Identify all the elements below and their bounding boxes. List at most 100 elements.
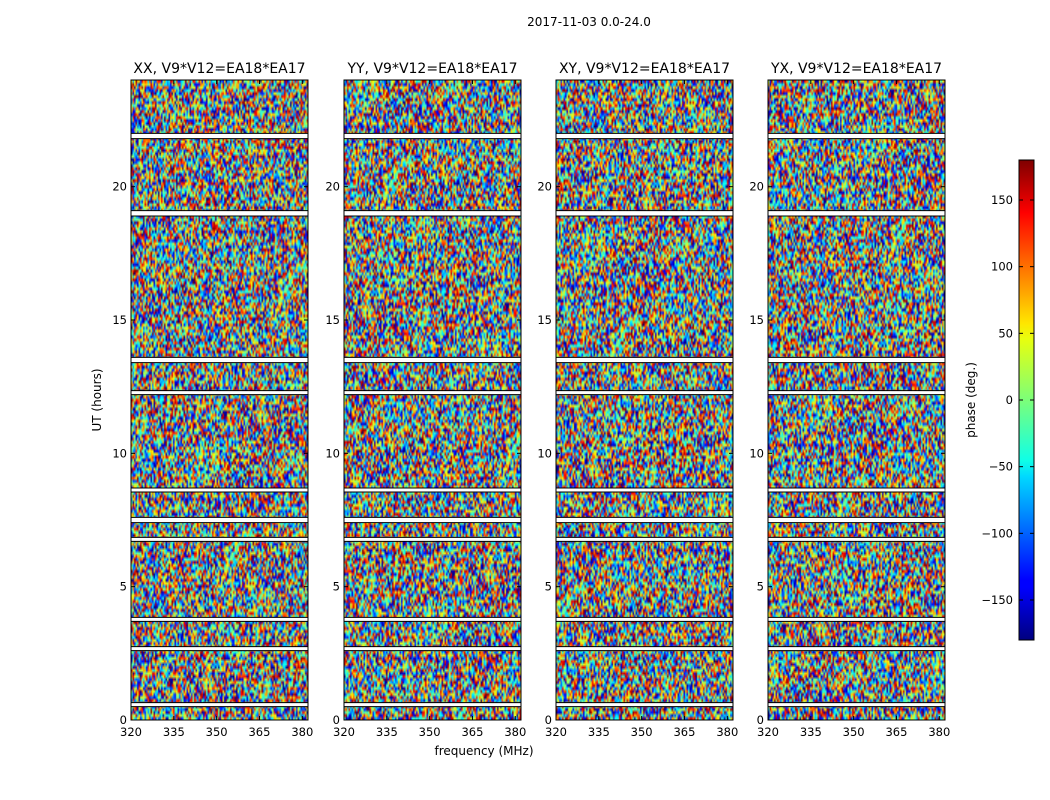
flagged-band bbox=[131, 390, 308, 395]
x-tick-label: 350 bbox=[631, 725, 653, 739]
flagged-band bbox=[556, 390, 733, 395]
flagged-band bbox=[344, 517, 521, 523]
panel-2: YY, V9*V12=EA18*EA17 320 335 350 365 380 0 5 10 1… bbox=[325, 61, 526, 739]
panel-2-title: YY, V9*V12=EA18*EA17 bbox=[346, 61, 517, 77]
flagged-band bbox=[131, 357, 308, 363]
flagged-band bbox=[131, 210, 308, 216]
flagged-band bbox=[768, 488, 945, 492]
x-tick-label: 320 bbox=[757, 725, 779, 739]
x-tick-label: 380 bbox=[291, 725, 313, 739]
panel-3-frame bbox=[555, 79, 734, 721]
flagged-band bbox=[344, 357, 521, 363]
y-tick-label: 0 bbox=[757, 713, 764, 727]
colorbar-tick-label: 0 bbox=[1006, 393, 1013, 407]
panel-1: XX, V9*V12=EA18*EA17 320 335 350 365 380 0 5 10 1… bbox=[112, 61, 313, 739]
x-tick-label: 365 bbox=[248, 725, 270, 739]
flagged-band bbox=[768, 210, 945, 216]
x-tick-label: 320 bbox=[333, 725, 355, 739]
flagged-band bbox=[131, 537, 308, 542]
panel-4-frame bbox=[767, 79, 946, 721]
y-tick-label: 20 bbox=[325, 180, 340, 194]
flagged-band bbox=[556, 357, 733, 363]
panel-1-heatmap bbox=[131, 80, 308, 720]
x-tick-label: 380 bbox=[928, 725, 950, 739]
panel-3-title: XY, V9*V12=EA18*EA17 bbox=[559, 61, 730, 77]
y-tick-label: 0 bbox=[333, 713, 340, 727]
y-tick-label: 10 bbox=[537, 446, 552, 460]
flagged-band bbox=[131, 517, 308, 523]
flagged-band bbox=[768, 702, 945, 707]
y-tick-label: 15 bbox=[749, 313, 764, 327]
y-tick-label: 15 bbox=[112, 313, 127, 327]
flagged-band bbox=[344, 488, 521, 492]
x-tick-label: 320 bbox=[545, 725, 567, 739]
flagged-band bbox=[768, 537, 945, 542]
colorbar-ticks: −150 −100 −50 0 50 100 150 bbox=[981, 193, 1034, 607]
y-tick-label: 20 bbox=[112, 180, 127, 194]
y-tick-label: 20 bbox=[537, 180, 552, 194]
panel-3: XY, V9*V12=EA18*EA17 320 335 350 365 380 0 5 10 1… bbox=[537, 61, 738, 739]
x-tick-label: 365 bbox=[885, 725, 907, 739]
x-tick-label: 365 bbox=[673, 725, 695, 739]
x-tick-label: 335 bbox=[800, 725, 822, 739]
panel-1-title: XX, V9*V12=EA18*EA17 bbox=[133, 61, 305, 77]
colorbar: −150 −100 −50 0 50 100 150 phase (deg.) bbox=[964, 159, 1035, 641]
y-tick-label: 10 bbox=[112, 446, 127, 460]
panel-1-frame bbox=[130, 79, 309, 721]
panel-4: YX, V9*V12=EA18*EA17 320 335 350 365 380 0 5 10 1… bbox=[749, 61, 950, 739]
flagged-band bbox=[344, 210, 521, 216]
flagged-band bbox=[768, 617, 945, 622]
figure-suptitle: 2017-11-03 0.0-24.0 bbox=[527, 15, 651, 29]
flagged-band bbox=[344, 617, 521, 622]
panel-4-title: YX, V9*V12=EA18*EA17 bbox=[770, 61, 942, 77]
x-tick-label: 320 bbox=[120, 725, 142, 739]
flagged-band bbox=[344, 646, 521, 651]
panel-4-heatmap bbox=[768, 80, 945, 720]
x-tick-label: 380 bbox=[716, 725, 738, 739]
x-tick-label: 350 bbox=[206, 725, 228, 739]
y-tick-label: 5 bbox=[757, 580, 764, 594]
flagged-band bbox=[131, 702, 308, 707]
flagged-band bbox=[768, 390, 945, 395]
x-tick-label: 350 bbox=[843, 725, 865, 739]
flagged-band bbox=[131, 133, 308, 139]
y-tick-label: 10 bbox=[749, 446, 764, 460]
colorbar-label: phase (deg.) bbox=[964, 362, 978, 438]
y-tick-label: 15 bbox=[325, 313, 340, 327]
x-tick-label: 335 bbox=[163, 725, 185, 739]
y-tick-label: 10 bbox=[325, 446, 340, 460]
panel-2-heatmap bbox=[344, 80, 521, 720]
flagged-band bbox=[131, 617, 308, 622]
colorbar-tick-label: −150 bbox=[981, 593, 1013, 607]
colorbar-tick-label: 50 bbox=[998, 326, 1013, 340]
x-tick-label: 350 bbox=[419, 725, 441, 739]
panel-3-heatmap bbox=[556, 80, 733, 720]
x-tick-label: 335 bbox=[376, 725, 398, 739]
flagged-band bbox=[556, 488, 733, 492]
flagged-band bbox=[131, 646, 308, 651]
flagged-band bbox=[556, 646, 733, 651]
colorbar-tick-label: 150 bbox=[991, 193, 1013, 207]
y-tick-label: 0 bbox=[120, 713, 127, 727]
y-tick-label: 20 bbox=[749, 180, 764, 194]
flagged-band bbox=[768, 517, 945, 523]
flagged-band bbox=[556, 517, 733, 523]
flagged-band bbox=[556, 210, 733, 216]
flagged-band bbox=[768, 357, 945, 363]
x-axis-label: frequency (MHz) bbox=[434, 744, 533, 758]
y-tick-label: 5 bbox=[545, 580, 552, 594]
flagged-band bbox=[768, 646, 945, 651]
colorbar-tick-label: −100 bbox=[981, 526, 1013, 540]
flagged-band bbox=[344, 390, 521, 395]
flagged-band bbox=[344, 537, 521, 542]
y-tick-label: 5 bbox=[333, 580, 340, 594]
y-tick-label: 5 bbox=[120, 580, 127, 594]
panels-group: XX, V9*V12=EA18*EA17 320 335 350 365 380 0 5 10 1… bbox=[112, 61, 950, 739]
x-tick-label: 335 bbox=[588, 725, 610, 739]
flagged-band bbox=[344, 702, 521, 707]
colorbar-tick-label: 100 bbox=[991, 260, 1013, 274]
x-tick-label: 365 bbox=[461, 725, 483, 739]
flagged-band bbox=[131, 488, 308, 492]
x-tick-label: 380 bbox=[504, 725, 526, 739]
